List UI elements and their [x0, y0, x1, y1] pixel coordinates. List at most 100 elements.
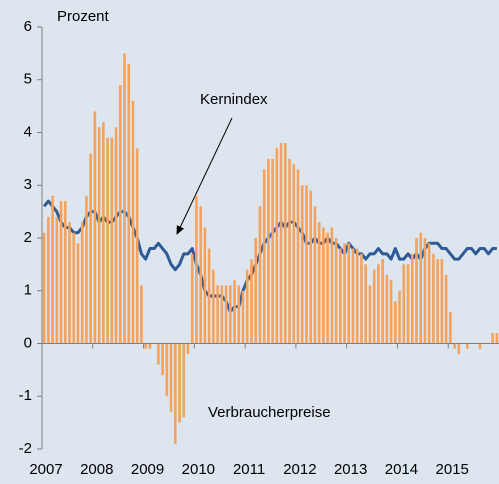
- bar: [343, 243, 346, 344]
- bar: [157, 343, 160, 365]
- bar: [271, 158, 274, 344]
- bar: [279, 143, 283, 344]
- bar: [394, 301, 397, 344]
- bar-annotation: Verbraucherpreise: [208, 404, 331, 421]
- bar: [199, 206, 202, 344]
- bar: [106, 137, 109, 344]
- bar: [351, 248, 355, 344]
- y-tick-label: -1: [19, 387, 32, 404]
- line-annotation: Kernindex: [200, 91, 268, 108]
- bar: [173, 343, 177, 444]
- bar: [51, 195, 54, 344]
- bar: [457, 343, 461, 355]
- bar: [423, 238, 427, 344]
- bar: [364, 264, 368, 344]
- bar: [59, 201, 63, 344]
- bar: [495, 332, 499, 344]
- x-tick-label: 2012: [283, 461, 316, 478]
- bar: [47, 216, 50, 344]
- bar: [402, 264, 406, 344]
- bar: [432, 253, 435, 344]
- bar: [478, 343, 482, 349]
- x-tick-label: 2013: [334, 461, 367, 478]
- bar: [406, 264, 410, 344]
- bar: [436, 259, 439, 344]
- bar: [216, 285, 219, 344]
- bar: [355, 248, 359, 344]
- bar: [347, 243, 351, 344]
- bar: [165, 343, 169, 397]
- x-tick-label: 2008: [80, 461, 113, 478]
- bar: [330, 227, 334, 344]
- bar: [326, 232, 329, 344]
- bar: [305, 185, 308, 344]
- annotation-arrow: [176, 117, 233, 235]
- bar: [118, 85, 122, 344]
- bar: [68, 222, 71, 344]
- bar: [123, 53, 126, 344]
- x-tick-label: 2011: [233, 461, 265, 478]
- bar: [161, 343, 164, 376]
- bar: [207, 248, 211, 344]
- bar: [169, 343, 173, 413]
- bar: [491, 332, 494, 344]
- bar: [102, 121, 105, 344]
- y-tick-label: 2: [24, 229, 32, 246]
- bar: [453, 343, 456, 349]
- bar: [114, 127, 118, 344]
- bar: [237, 285, 241, 344]
- bar: [381, 259, 384, 344]
- bar: [55, 216, 59, 344]
- bar: [288, 158, 291, 344]
- bar: [258, 206, 262, 344]
- bar: [42, 232, 46, 344]
- bar: [127, 63, 131, 344]
- bar: [195, 195, 198, 344]
- y-tick-label: 5: [24, 71, 32, 88]
- bar: [80, 222, 84, 344]
- bar: [254, 238, 257, 344]
- bar: [339, 248, 342, 344]
- bar: [233, 280, 236, 344]
- bar: [377, 264, 380, 344]
- bar: [275, 148, 279, 344]
- bar: [110, 137, 114, 344]
- y-tick-label: 0: [24, 334, 32, 351]
- bar: [427, 243, 431, 344]
- bar: [313, 206, 317, 344]
- bar: [444, 274, 448, 344]
- bar: [203, 227, 207, 344]
- bar: [85, 195, 88, 344]
- bar: [262, 169, 266, 344]
- bar: [182, 343, 186, 418]
- bar: [309, 190, 312, 344]
- bar: [93, 111, 97, 344]
- y-tick-label: 6: [24, 18, 32, 35]
- x-tick-label: 2015: [436, 461, 469, 478]
- bar: [250, 259, 253, 344]
- bar: [267, 158, 270, 344]
- bar: [465, 343, 469, 349]
- bar: [385, 274, 389, 344]
- bar: [296, 169, 300, 344]
- x-tick-label: 2010: [182, 461, 215, 478]
- bar: [415, 238, 418, 344]
- x-tick-label: 2014: [385, 461, 418, 478]
- bar: [148, 343, 152, 349]
- bar: [284, 143, 287, 344]
- y-tick-label: -2: [19, 440, 32, 457]
- bar: [389, 280, 393, 344]
- bar: [292, 164, 296, 344]
- bar: [440, 259, 444, 344]
- bar: [419, 232, 423, 344]
- bar: [322, 227, 325, 344]
- bar: [76, 243, 80, 344]
- bar: [410, 253, 414, 344]
- bar: [190, 253, 194, 344]
- bar: [144, 343, 147, 349]
- bar: [317, 222, 321, 344]
- bar: [131, 100, 135, 344]
- bar: [140, 285, 143, 344]
- bar: [241, 290, 245, 344]
